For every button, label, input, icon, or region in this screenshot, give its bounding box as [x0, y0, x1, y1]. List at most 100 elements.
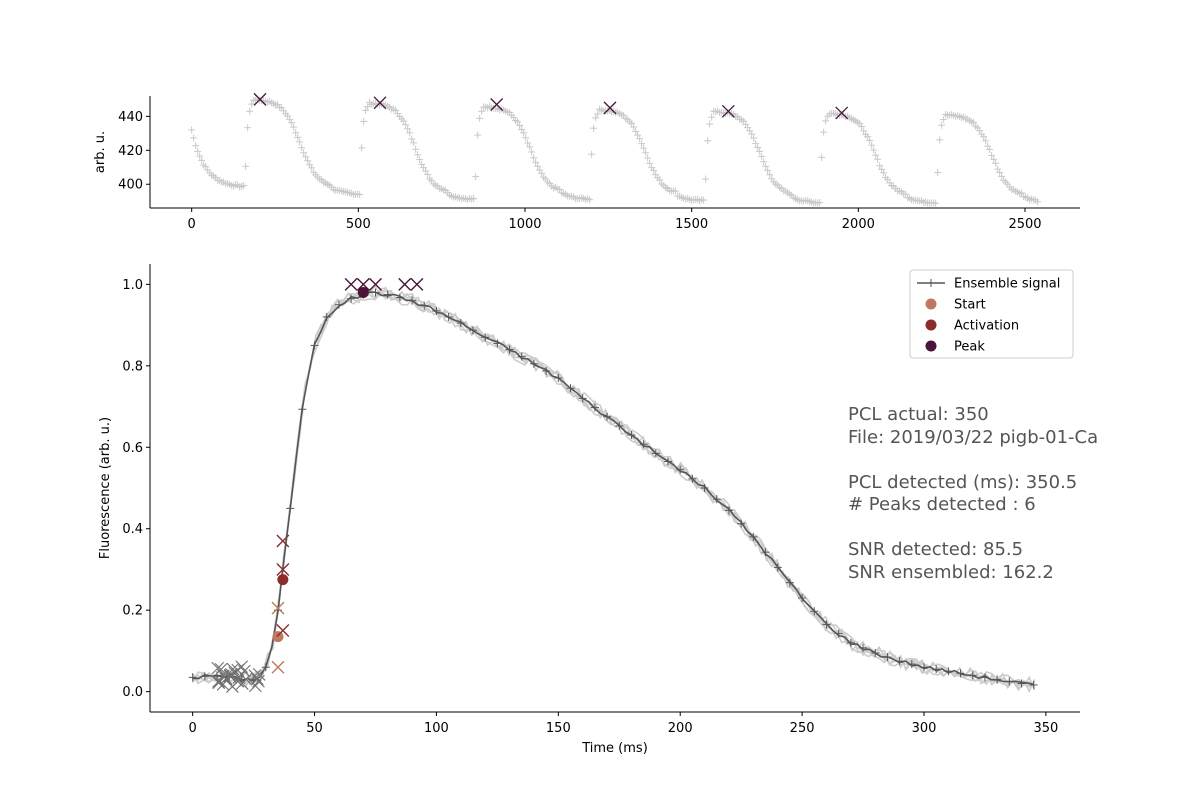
raw-signal-point — [634, 131, 642, 139]
raw-signal-point — [820, 128, 828, 136]
ensemble-signal-marker — [919, 663, 928, 672]
raw-signal-point — [530, 154, 538, 162]
bottom-x-tick-label: 50 — [306, 721, 323, 736]
baseline-cross — [235, 660, 249, 674]
raw-signal-point — [1034, 198, 1042, 206]
ensemble-signal-marker — [469, 326, 478, 335]
raw-signal-peak-markers — [253, 92, 849, 120]
ensemble-signal-marker — [298, 405, 307, 414]
baseline-cross — [235, 677, 249, 690]
raw-signal-point — [858, 123, 866, 131]
ensemble-signal-marker — [846, 638, 855, 647]
top-x-tick-label: 2500 — [1008, 217, 1041, 232]
raw-signal-point — [940, 115, 948, 123]
ensemble-signal-marker — [907, 660, 916, 669]
activation-cross — [276, 624, 290, 638]
raw-signal-point — [938, 121, 946, 129]
raw-signal-point — [358, 144, 366, 152]
ensemble-signal-marker — [944, 667, 953, 676]
legend-plus-swatch — [927, 279, 935, 287]
baseline-cross — [225, 680, 239, 693]
raw-signal-point — [708, 113, 716, 121]
bottom-y-tick-label: 0.2 — [122, 604, 143, 619]
ensemble-signal-marker — [310, 341, 319, 350]
raw-signal-peak — [835, 106, 849, 120]
raw-signal-point — [194, 147, 202, 155]
raw-signal-point — [656, 176, 664, 184]
raw-signal-point — [294, 133, 302, 141]
bottom-x-tick-label: 250 — [790, 721, 815, 736]
legend-items: Ensemble signal Start Activation Peak — [917, 277, 1060, 355]
raw-signal-point — [650, 166, 658, 174]
raw-signal-point — [980, 133, 988, 141]
raw-signal-peak — [603, 101, 617, 115]
raw-signal-point — [702, 175, 710, 183]
raw-signal-point — [586, 196, 594, 204]
raw-signal-point — [594, 110, 602, 118]
ensemble-signal-marker — [688, 474, 697, 483]
ensemble-signal-marker — [932, 665, 941, 674]
ensemble-signal-marker — [676, 465, 685, 474]
raw-signal-point — [754, 143, 762, 151]
raw-signal-point — [638, 140, 646, 148]
top-y-tick-label: 400 — [118, 178, 143, 193]
legend-item: Ensemble signal — [917, 277, 1060, 292]
raw-signal-point — [636, 135, 644, 143]
baseline-cross-markers — [211, 660, 266, 693]
peak-cross — [410, 277, 424, 291]
raw-signal-point — [524, 139, 532, 147]
ensemble-signal-marker — [822, 620, 831, 629]
raw-signal-point — [976, 127, 984, 135]
peak-cross — [398, 277, 412, 291]
info-pcl-detected: PCL detected (ms): 350.5 — [848, 472, 1077, 493]
peak-cross — [356, 277, 370, 291]
info-file: File: 2019/03/22 pigb-01-Ca — [848, 427, 1098, 448]
baseline-cross — [232, 671, 246, 684]
ensemble-signal-marker — [1017, 679, 1026, 688]
raw-signal-point — [284, 112, 292, 120]
bottom-x-tick-label: 0 — [189, 721, 197, 736]
ensemble-signal-marker — [737, 519, 746, 528]
top-y-axis-label: arb. u. — [93, 131, 108, 173]
raw-signal-point — [992, 159, 1000, 167]
bottom-x-axis-label: Time (ms) — [581, 741, 648, 756]
bottom-y-tick-label: 0.6 — [122, 441, 143, 456]
ensemble-signal-marker — [578, 394, 587, 403]
bottom-y-ticks: 0.0 0.2 0.4 0.6 0.8 1.0 — [122, 278, 150, 700]
raw-signal-point — [1018, 189, 1026, 197]
peak-cross — [344, 277, 358, 291]
raw-signal-point — [290, 123, 298, 131]
start-cross — [271, 601, 285, 615]
raw-signal-point — [628, 119, 636, 127]
raw-signal-point — [298, 144, 306, 152]
raw-signal-point — [750, 134, 758, 142]
raw-signal-point — [520, 129, 528, 137]
raw-signal-point — [998, 172, 1006, 180]
bottom-x-tick-label: 350 — [1033, 721, 1058, 736]
raw-signal-point — [406, 129, 414, 137]
ensemble-signal-marker — [785, 578, 794, 587]
activation-marker — [277, 574, 289, 586]
legend-dot-swatch — [925, 298, 937, 310]
top-x-tick-label: 500 — [346, 217, 371, 232]
raw-signal-point — [870, 146, 878, 154]
ensemble-signal-marker — [664, 457, 673, 466]
baseline-cross — [219, 672, 233, 685]
raw-signal-point — [474, 131, 482, 139]
legend-dot-swatch — [925, 319, 937, 331]
ensemble-signal-marker — [956, 669, 965, 678]
raw-signal-point — [360, 117, 368, 125]
raw-signal-point — [410, 139, 418, 147]
legend-label: Start — [954, 298, 986, 313]
raw-signal-point — [356, 191, 364, 199]
raw-signal-point — [242, 162, 250, 170]
ensemble-signal-marker — [505, 345, 514, 354]
baseline-cross — [252, 668, 266, 681]
raw-signal-point — [868, 141, 876, 149]
bottom-y-axis-label: Fluorescence (arb. u.) — [98, 417, 113, 559]
raw-signal-point — [292, 129, 300, 137]
raw-signal-point — [476, 114, 484, 122]
raw-signal-point — [192, 142, 200, 150]
raw-signal-point — [876, 162, 884, 170]
